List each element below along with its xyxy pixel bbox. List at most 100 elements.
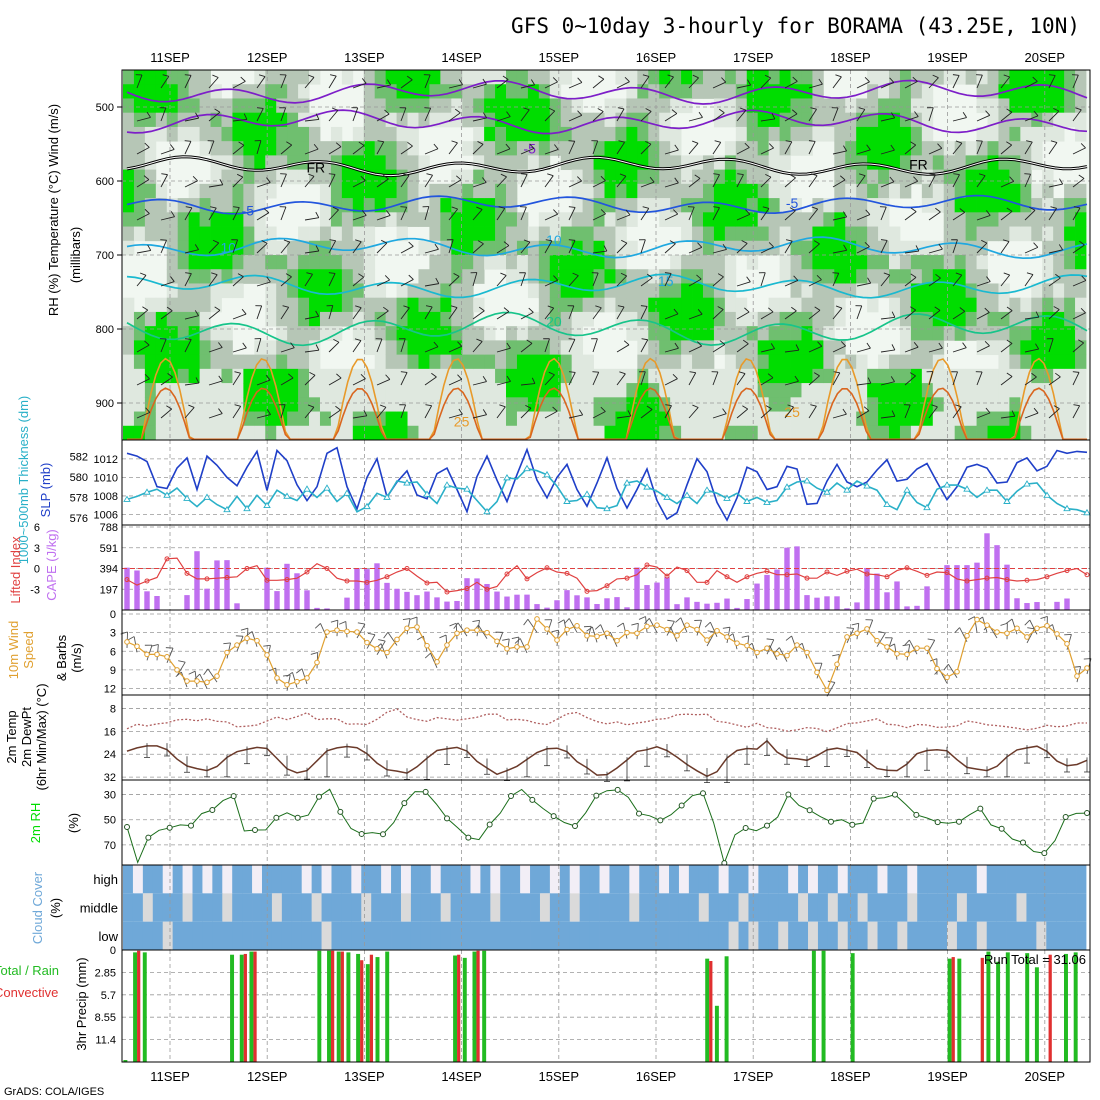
rh-cell bbox=[943, 141, 956, 156]
cape-bar-64 bbox=[764, 574, 770, 610]
rh-cell bbox=[899, 84, 912, 99]
cape-bar-35 bbox=[474, 578, 480, 610]
rh-cell bbox=[823, 383, 835, 398]
cloud-cell-high-96 bbox=[1076, 865, 1087, 894]
rh-cell bbox=[735, 198, 748, 213]
cloud-cell-low-33 bbox=[450, 921, 461, 950]
rh-cell bbox=[429, 255, 441, 270]
rh-cell bbox=[790, 326, 802, 341]
wind-barb-10m bbox=[144, 644, 153, 661]
rh-cell bbox=[385, 354, 397, 370]
thickness-point-68 bbox=[803, 477, 811, 484]
cape-bar-20 bbox=[324, 608, 330, 610]
rh-point-90 bbox=[1084, 810, 1090, 817]
rh-cell bbox=[702, 269, 715, 284]
rh-cell bbox=[133, 425, 146, 441]
thickness-point-74 bbox=[863, 482, 871, 489]
cloud-cell-low-84 bbox=[956, 921, 968, 950]
rh-cell bbox=[177, 269, 190, 284]
rh-cell bbox=[374, 311, 387, 327]
rh-cell bbox=[757, 226, 770, 242]
wind-barb-10m bbox=[544, 619, 553, 636]
rh-cell bbox=[768, 411, 780, 427]
rh-cell bbox=[845, 198, 857, 213]
isotherm-label-7: 15 bbox=[658, 273, 674, 289]
wind-barb-upper bbox=[1072, 308, 1086, 320]
rh-cell bbox=[309, 126, 321, 142]
rh-cell bbox=[724, 383, 737, 398]
rh-cell bbox=[265, 354, 277, 370]
rh-cell bbox=[462, 141, 474, 156]
rh-cell bbox=[265, 70, 277, 85]
rh-cell bbox=[746, 212, 759, 227]
precip-total-bar-61 bbox=[714, 1005, 719, 1062]
rh-cell bbox=[440, 226, 452, 242]
rh-cell bbox=[746, 70, 759, 85]
temp-tick-16: 16 bbox=[104, 726, 116, 738]
rh-cell bbox=[363, 126, 376, 142]
cape-bar-58 bbox=[704, 603, 710, 610]
rh-cell bbox=[823, 397, 835, 412]
rh-cell bbox=[188, 411, 201, 427]
rh-cell bbox=[637, 112, 649, 128]
wind-barb-upper bbox=[928, 243, 943, 254]
rh-point-42 bbox=[572, 823, 578, 830]
rh-cell bbox=[549, 354, 562, 370]
rh-cell bbox=[429, 297, 441, 313]
day-label-top-7: 18SEP bbox=[830, 50, 870, 65]
rh-cell bbox=[746, 98, 759, 114]
rh-cell bbox=[976, 126, 988, 142]
li-point-92 bbox=[1044, 574, 1050, 580]
wind-point-60 bbox=[724, 634, 730, 640]
rh-cell bbox=[615, 255, 627, 270]
day-label-top-9: 20SEP bbox=[1025, 50, 1065, 65]
wind-barb-upper bbox=[472, 240, 484, 254]
wind-barb-upper bbox=[832, 341, 846, 353]
rh-cell bbox=[768, 326, 780, 341]
precip-axis-label: 3hr Precip (mm) bbox=[74, 957, 89, 1050]
thickness-point-10 bbox=[223, 505, 231, 513]
cloud-cell-high-87 bbox=[986, 865, 998, 894]
wind-barb-upper bbox=[352, 141, 365, 155]
rh-cell bbox=[779, 354, 791, 370]
rh-cell bbox=[538, 383, 551, 398]
rh-cell bbox=[210, 141, 222, 156]
rh-cell bbox=[965, 212, 977, 227]
cape-bar-73 bbox=[854, 602, 860, 610]
rh-cell bbox=[998, 311, 1010, 327]
rh-cell bbox=[330, 141, 343, 156]
wind-barb-upper bbox=[256, 240, 268, 254]
rh-cell bbox=[757, 240, 770, 256]
rh-cell bbox=[757, 425, 770, 441]
rh-cell bbox=[1020, 354, 1032, 370]
rh-cell bbox=[549, 212, 562, 227]
rh-cell bbox=[560, 297, 573, 313]
thickness-point-78 bbox=[903, 486, 911, 493]
cape-bar-15 bbox=[274, 591, 280, 610]
wind-barb-upper bbox=[1072, 107, 1082, 122]
rh-cell bbox=[516, 126, 529, 142]
cape-bar-89 bbox=[1014, 598, 1020, 610]
rh-cell bbox=[1064, 297, 1076, 313]
rh-cell bbox=[495, 425, 507, 441]
li-point-48 bbox=[604, 583, 610, 589]
rh-cell bbox=[801, 212, 813, 227]
rh-cell bbox=[451, 255, 463, 270]
wind-barb-upper bbox=[304, 143, 319, 155]
rh-cell bbox=[746, 397, 759, 412]
rh-cell bbox=[155, 311, 168, 327]
cape-bar-3 bbox=[154, 596, 160, 610]
rh-cell bbox=[976, 198, 988, 213]
rh-cell bbox=[265, 411, 277, 427]
cloud-cell-middle-5 bbox=[172, 893, 183, 922]
rh-cell bbox=[155, 411, 168, 427]
rh-cell bbox=[516, 425, 529, 441]
cape-bar-67 bbox=[794, 546, 800, 610]
wind-point-20 bbox=[324, 629, 330, 635]
rh-cell bbox=[615, 269, 627, 284]
rh-cell bbox=[440, 283, 452, 299]
li-axis-label-line-0: Lifted Index bbox=[8, 536, 23, 604]
wind-barb-upper bbox=[592, 245, 608, 254]
precip-tick-2.85: 2.85 bbox=[95, 967, 116, 979]
rh-cell bbox=[276, 354, 288, 370]
